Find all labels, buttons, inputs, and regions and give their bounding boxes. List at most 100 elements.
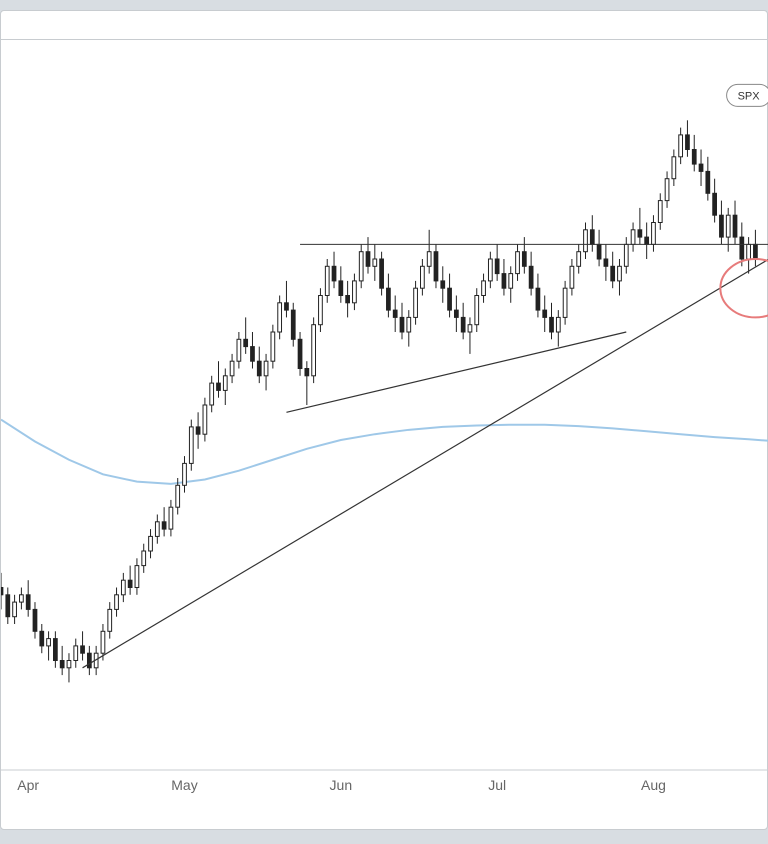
candle-body [672,157,676,179]
candle-body [332,266,336,281]
candle-body [427,252,431,267]
candle-body [20,595,24,602]
candle-body [699,164,703,171]
candle-body [1,588,3,595]
candle-body [387,288,391,310]
candle-body [210,383,214,405]
candle-body [67,661,71,668]
candle-body [584,230,588,252]
candle-body [142,551,146,566]
candle-body [400,317,404,332]
candle-body [108,609,112,631]
candle-body [407,317,411,332]
highlight-circle [720,259,768,317]
candle-body [624,244,628,266]
candle-body [278,303,282,332]
candle-body [285,303,289,310]
candle-body [298,339,302,368]
candle-body [522,252,526,267]
candle-body [196,427,200,434]
trendline-1 [286,332,626,412]
candle-body [726,215,730,237]
candle-body [543,310,547,317]
candle-body [631,230,635,245]
candle-body [13,602,17,617]
candle-body [244,339,248,346]
candle-body [604,259,608,266]
candle-body [217,383,221,390]
candle-body [468,325,472,332]
candle-body [251,347,255,362]
x-axis-label: Jul [488,777,506,793]
chart-plot-area[interactable]: AprMayJunJulAugSPX [1,39,768,802]
candle-body [516,252,520,274]
candle-body [488,259,492,281]
candle-body [33,609,37,631]
candle-body [169,507,173,529]
candle-body [434,252,438,281]
candle-body [658,201,662,223]
candle-body [26,595,30,610]
candle-body [570,266,574,288]
annotation-label: SPX [738,90,761,102]
candle-body [461,317,465,332]
x-axis-label: May [171,777,197,793]
candle-body [339,281,343,296]
candle-body [121,580,125,595]
candle-body [421,266,425,288]
candle-body [495,259,499,274]
candle-body [325,266,329,295]
candle-body [162,522,166,529]
x-axis-label: Aug [641,777,666,793]
candle-body [611,266,615,281]
candle-body [448,288,452,310]
candle-body [686,135,690,150]
candle-body [271,332,275,361]
candle-body [291,310,295,339]
candle-body [692,150,696,165]
candle-body [81,646,85,653]
candle-body [665,179,669,201]
candle-body [257,361,261,376]
chart-panel: AprMayJunJulAugSPX [0,10,768,830]
candle-body [482,281,486,296]
candle-body [577,252,581,267]
candle-body [475,296,479,325]
candle-body [679,135,683,157]
candle-body [454,310,458,317]
candle-body [128,580,132,587]
candle-body [54,639,58,661]
candle-body [393,310,397,317]
candle-body [366,252,370,267]
candle-body [359,252,363,281]
candle-body [556,317,560,332]
candle-body [149,536,153,551]
candle-body [733,215,737,237]
candle-body [706,171,710,193]
candle-body [563,288,567,317]
candle-body [74,646,78,661]
candle-body [529,266,533,288]
candle-body [237,339,241,361]
candle-body [353,281,357,303]
candle-body [115,595,119,610]
candle-body [155,522,159,537]
candle-body [47,639,51,646]
candle-body [203,405,207,434]
candle-body [747,244,751,259]
candle-body [101,631,105,653]
candle-body [60,661,64,668]
candle-body [189,427,193,464]
candle-body [509,274,513,289]
candle-body [319,296,323,325]
candle-body [414,288,418,317]
candle-body [380,259,384,288]
candle-body [740,237,744,259]
moving-average-line [1,420,768,484]
candle-body [638,230,642,237]
candle-body [223,376,227,391]
x-axis-label: Apr [17,777,39,793]
candle-body [230,361,234,376]
candle-body [597,244,601,259]
candle-body [346,296,350,303]
